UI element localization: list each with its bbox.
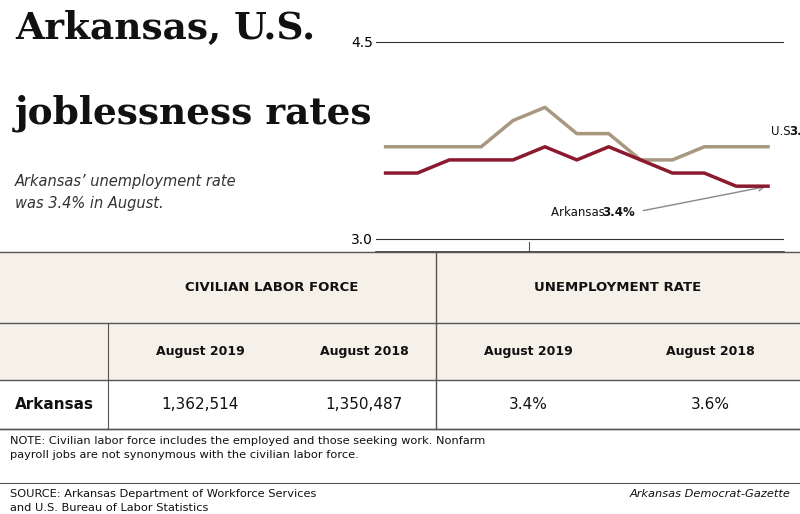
Text: CIVILIAN LABOR FORCE: CIVILIAN LABOR FORCE (186, 281, 358, 294)
Text: 1,350,487: 1,350,487 (326, 397, 402, 412)
Text: Arkansas: Arkansas (14, 397, 94, 412)
Text: 1,362,514: 1,362,514 (162, 397, 238, 412)
Text: August 2019: August 2019 (484, 345, 572, 358)
Text: 2019: 2019 (655, 318, 690, 331)
Text: 3.4%: 3.4% (602, 206, 635, 219)
Text: Arkansas’ unemployment rate
was 3.4% in August.: Arkansas’ unemployment rate was 3.4% in … (15, 174, 237, 211)
Text: 3.6%: 3.6% (690, 397, 730, 412)
Text: Arkansas, U.S.: Arkansas, U.S. (15, 10, 315, 47)
Text: 3.4%: 3.4% (509, 397, 547, 412)
Text: joblessness rates: joblessness rates (15, 95, 373, 132)
Text: UNEMPLOYMENT RATE: UNEMPLOYMENT RATE (534, 281, 702, 294)
Text: U.S.: U.S. (771, 124, 798, 138)
Text: NOTE: Civilian labor force includes the employed and those seeking work. Nonfarm: NOTE: Civilian labor force includes the … (10, 436, 485, 460)
Text: August 2018: August 2018 (320, 345, 408, 358)
Text: Arkansas Democrat-Gazette: Arkansas Democrat-Gazette (630, 488, 790, 499)
Text: SOURCE: Arkansas Department of Workforce Services
and U.S. Bureau of Labor Stati: SOURCE: Arkansas Department of Workforce… (10, 488, 316, 512)
Text: 2018: 2018 (432, 318, 466, 331)
Text: Arkansas: Arkansas (551, 206, 609, 219)
Text: August 2019: August 2019 (156, 345, 244, 358)
Text: 3.7%: 3.7% (789, 124, 800, 138)
Text: August 2018: August 2018 (666, 345, 754, 358)
